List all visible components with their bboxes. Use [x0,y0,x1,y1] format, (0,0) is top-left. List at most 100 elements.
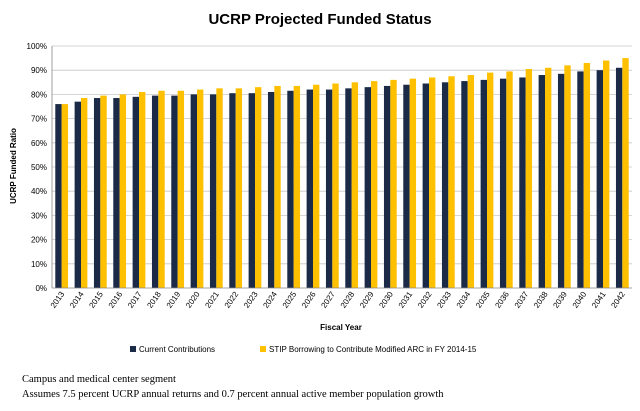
bar-current-contributions [499,78,507,288]
chart-container: UCRP Projected Funded Status 0% 10% 20% 30%… [9,11,632,354]
bar-current-contributions [345,88,352,288]
bar-stip-borrowing [506,71,513,288]
x-tick-label: 2026 [300,290,318,310]
bar-current-contributions [383,85,391,289]
x-tick-label: 2031 [397,290,415,310]
bar-current-contributions [441,82,449,288]
bar-current-contributions [267,91,275,288]
bar-stip-borrowing [371,81,378,288]
x-tick-label: 2018 [145,290,163,310]
y-tick-label: 20% [31,236,47,245]
bar-stip-borrowing [390,79,397,288]
y-tick-labels: 0% 10% 20% 30% 40% 50% 60% 70% 80% 90% 100% [27,42,47,293]
y-tick-label: 90% [31,66,47,75]
bar-current-contributions [364,87,371,288]
x-tick-label: 2038 [532,290,550,310]
x-axis-label: Fiscal Year [320,323,362,332]
x-tick-label: 2039 [551,290,569,310]
footnote-segment: Campus and medical center segment [22,374,176,385]
bar-stip-borrowing [255,87,262,288]
axes [51,46,632,289]
bar-stip-borrowing [119,94,127,289]
y-tick-label: 70% [31,115,47,124]
x-tick-label: 2016 [107,290,125,310]
x-tick-label: 2022 [223,290,241,310]
footnotes: Campus and medical center segment Assume… [22,372,632,402]
bar-current-contributions [480,79,487,288]
bar-current-contributions [248,93,255,288]
x-tick-label: 2030 [377,290,395,310]
x-tick-label: 2040 [571,290,589,310]
bar-current-contributions [287,90,294,289]
legend-swatch-stip [260,346,266,352]
bar-stip-borrowing [81,98,88,288]
bar-current-contributions [190,94,197,289]
footnote-assumptions: Assumes 7.5 percent UCRP annual returns … [22,389,444,400]
x-tick-label: 2019 [165,290,183,310]
y-tick-label: 60% [31,139,47,148]
bar-current-contributions [132,96,139,288]
x-tick-label: 2027 [319,290,337,310]
x-tick-label: 2024 [261,290,279,310]
bar-stip-borrowing [177,90,185,289]
bar-current-contributions [229,93,236,288]
bar-current-contributions [403,84,410,288]
bar-stip-borrowing [622,58,629,288]
bar-stip-borrowing [545,67,552,288]
bar-current-contributions [93,98,101,288]
y-tick-label: 40% [31,187,47,196]
bar-stip-borrowing [583,62,591,288]
bar-stip-borrowing [100,95,107,288]
funded-status-chart: UCRP Projected Funded Status 0% 10% 20% 30%… [9,11,632,354]
bar-stip-borrowing [603,60,610,288]
bar-stip-borrowing [313,84,320,288]
legend-label: STIP Borrowing to Contribute Modified AR… [269,345,477,354]
y-tick-label: 80% [31,90,47,99]
x-tick-label: 2036 [493,290,511,310]
y-tick-label: 30% [31,211,47,220]
bar-current-contributions [615,67,623,288]
bar-stip-borrowing [235,88,243,288]
x-tick-label: 2037 [513,290,531,310]
y-tick-label: 100% [27,42,47,51]
bar-current-contributions [113,98,120,288]
bar-current-contributions [577,71,584,288]
x-tick-label: 2028 [339,290,357,310]
legend-label: Current Contributions [139,345,215,354]
y-tick-label: 0% [35,284,47,293]
chart-title: UCRP Projected Funded Status [208,11,431,28]
bar-stip-borrowing [429,77,436,289]
bar-current-contributions [461,81,468,288]
legend-swatch-current [130,346,136,352]
legend: Current Contributions STIP Borrowing to C… [130,345,477,354]
x-tick-label: 2013 [49,290,67,310]
x-tick-label: 2023 [242,290,260,310]
bar-current-contributions [557,73,565,288]
bar-stip-borrowing [448,76,455,288]
y-tick-label: 50% [31,163,47,172]
x-tick-label: 2014 [68,290,86,310]
bar-stip-borrowing [216,88,223,288]
bar-stip-borrowing [197,89,204,288]
bar-current-contributions [596,70,603,288]
x-tick-label: 2021 [203,290,221,310]
x-tick-label: 2017 [126,290,144,310]
bar-current-contributions [74,101,81,288]
x-tick-label: 2035 [474,290,492,310]
bar-stip-borrowing [525,68,533,289]
bar-stip-borrowing [332,83,339,288]
bar-stip-borrowing [409,78,417,288]
bar-stip-borrowing [158,90,165,289]
x-tick-label: 2041 [590,290,608,310]
bar-stip-borrowing [139,91,146,288]
bar-stip-borrowing [351,82,359,288]
gridlines [52,45,632,265]
bar-stip-borrowing [487,72,494,289]
y-tick-label: 10% [31,260,47,269]
x-tick-label: 2032 [416,290,434,310]
bar-current-contributions [538,75,545,288]
y-axis-label: UCRP Funded Ratio [9,128,18,204]
bar-current-contributions [519,77,526,289]
x-tick-label: 2029 [358,290,376,310]
x-tick-label: 2033 [435,290,453,310]
